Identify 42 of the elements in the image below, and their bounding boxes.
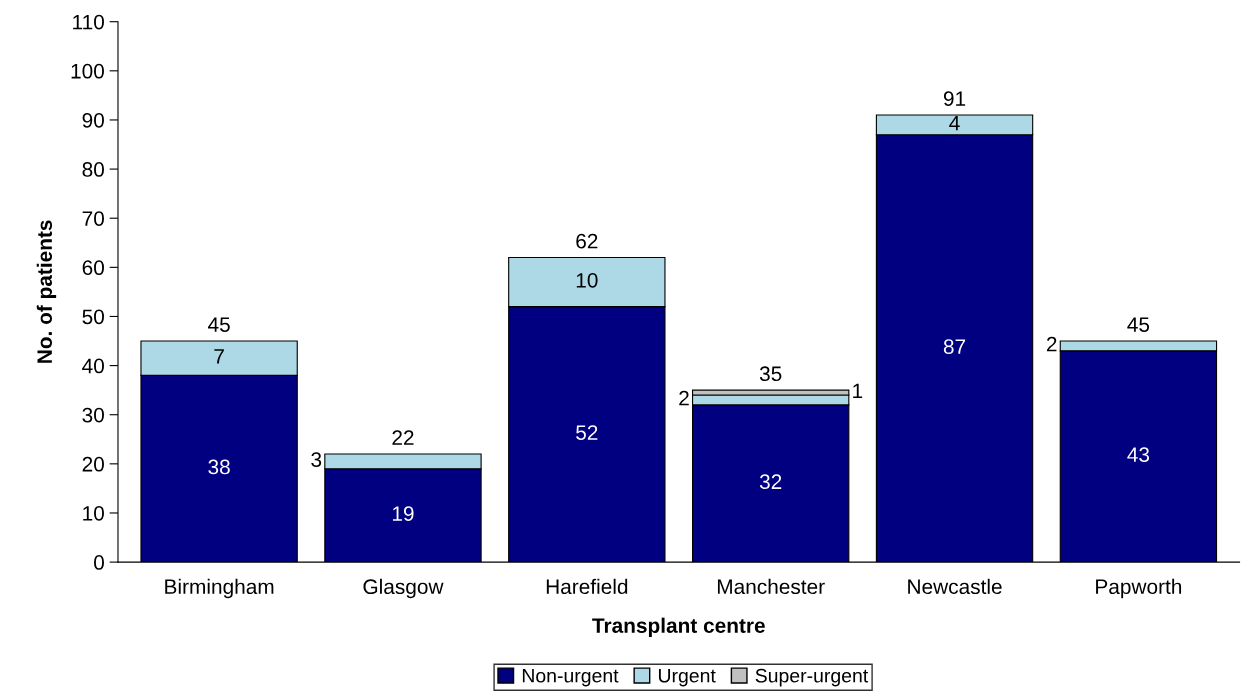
- x-tick-label: Papworth: [1096, 578, 1182, 599]
- total-label: 62: [576, 233, 598, 249]
- y-tick-label: 60: [82, 260, 104, 276]
- data-label: 10: [576, 272, 598, 288]
- data-label: 43: [1127, 447, 1150, 463]
- y-tick-label: 100: [71, 63, 104, 79]
- data-label: 2: [1046, 336, 1057, 352]
- legend-label: Non-urgent: [522, 668, 619, 687]
- data-label: 87: [943, 339, 966, 354]
- y-axis-title: No. of patients: [36, 220, 57, 363]
- total-label: 22: [392, 430, 414, 445]
- total-label: 45: [208, 317, 230, 332]
- x-tick-label: Birmingham: [165, 578, 274, 599]
- y-tick-label: 0: [94, 555, 104, 570]
- data-label: 32: [759, 474, 782, 490]
- y-tick-label: 30: [82, 407, 104, 423]
- x-tick-label: Harefield: [546, 578, 628, 595]
- data-label: 3: [311, 452, 322, 467]
- x-tick-label: Newcastle: [908, 578, 1002, 595]
- total-label: 35: [759, 366, 782, 382]
- y-tick-label: 110: [73, 14, 104, 30]
- data-label: 1: [853, 383, 863, 398]
- legend-label: Urgent: [658, 668, 716, 687]
- data-label: 4: [949, 115, 960, 131]
- data-label: 7: [214, 349, 224, 364]
- y-tick-label: 10: [83, 505, 104, 521]
- legend-label: Super-urgent: [755, 668, 869, 687]
- y-tick-label: 40: [82, 358, 104, 374]
- data-label: 2: [679, 390, 689, 406]
- data-label: 19: [392, 506, 414, 522]
- total-label: 45: [1127, 317, 1150, 332]
- y-tick-label: 90: [82, 112, 104, 128]
- y-tick-label: 70: [82, 211, 104, 226]
- data-label: 38: [208, 459, 230, 475]
- x-axis-title: Transplant centre: [592, 617, 765, 638]
- data-label: 52: [576, 425, 598, 440]
- y-tick-label: 80: [82, 162, 104, 177]
- x-tick-label: Glasgow: [363, 578, 444, 599]
- total-label: 91: [943, 91, 966, 107]
- y-tick-label: 50: [82, 309, 104, 325]
- y-tick-label: 20: [82, 456, 104, 472]
- x-tick-label: Manchester: [717, 578, 825, 595]
